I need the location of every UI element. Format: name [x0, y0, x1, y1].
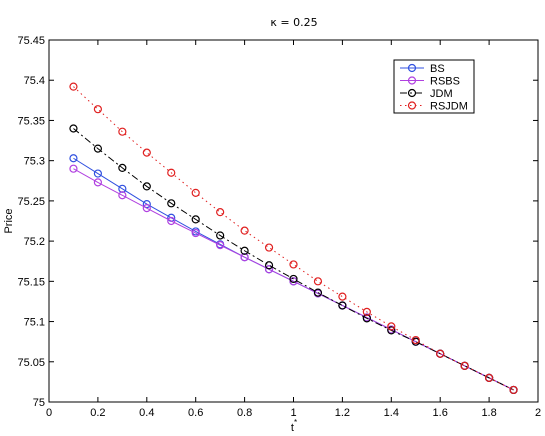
data-point-rsjdm — [216, 208, 225, 217]
data-point-rsjdm — [362, 307, 371, 317]
data-point-jdm — [93, 144, 103, 153]
data-point-rsjdm — [436, 349, 445, 358]
data-point-jdm — [240, 246, 249, 255]
y-tick-label: 75.35 — [17, 115, 45, 127]
data-point-jdm — [69, 124, 78, 133]
data-point-rsjdm — [387, 322, 396, 331]
x-tick-label: 0.6 — [188, 407, 203, 419]
data-point-rsjdm — [411, 335, 420, 345]
legend-label: BS — [430, 63, 445, 75]
data-point-rsjdm — [142, 148, 151, 157]
x-tick-label: 1.8 — [481, 407, 496, 419]
y-axis-label: Price — [3, 208, 15, 233]
legend-box — [393, 59, 475, 114]
data-point-rsbs — [142, 204, 151, 213]
x-tick-label: 1.6 — [433, 407, 448, 419]
data-point-rsbs — [216, 241, 225, 250]
data-point-rsjdm — [167, 168, 176, 177]
x-tick-label: 0.2 — [90, 407, 105, 419]
legend-item-bs: BS — [400, 63, 445, 75]
data-point-bs — [93, 169, 103, 178]
x-tick-label: 1.2 — [335, 407, 350, 419]
y-tick-label: 75 — [33, 397, 45, 409]
x-tick-label: 0.8 — [237, 407, 252, 419]
data-point-jdm — [118, 163, 127, 173]
data-point-rsbs — [167, 216, 176, 226]
data-point-bs — [69, 154, 78, 163]
legend-swatch-marker — [407, 63, 417, 73]
data-point-rsjdm — [93, 105, 103, 114]
y-tick-label: 75.3 — [24, 156, 45, 168]
x-tick-label: 2 — [535, 407, 541, 419]
data-point-rsjdm — [264, 243, 274, 252]
data-point-jdm — [264, 261, 274, 270]
data-point-jdm — [289, 274, 298, 284]
y-tick-label: 75.1 — [24, 317, 45, 329]
y-tick-label: 75.05 — [17, 357, 45, 369]
y-tick-label: 75.2 — [24, 236, 45, 248]
series-rsjdm — [69, 82, 518, 395]
legend-label: JDM — [430, 88, 453, 100]
y-tick-label: 75.4 — [24, 75, 45, 87]
data-point-jdm — [387, 326, 396, 335]
data-point-jdm — [216, 231, 225, 240]
series-layer — [69, 82, 518, 395]
legend-swatch-marker — [407, 88, 417, 98]
data-point-rsbs — [264, 265, 274, 274]
data-point-rsbs — [118, 191, 127, 200]
data-point-rsbs — [191, 228, 200, 238]
data-point-rsjdm — [289, 260, 298, 269]
data-point-jdm — [338, 301, 347, 310]
chart-title: κ = 0.25 — [270, 16, 317, 29]
data-point-rsjdm — [118, 127, 127, 136]
x-axis-label: t* — [291, 418, 297, 434]
legend-item-jdm: JDM — [400, 88, 453, 100]
legend-swatch-marker — [407, 76, 417, 85]
data-point-rsjdm — [69, 82, 78, 91]
x-tick-label: 1 — [290, 407, 296, 419]
legend-item-rsjdm: RSJDM — [400, 101, 468, 113]
legend-swatch-marker — [407, 101, 417, 110]
data-point-rsjdm — [485, 373, 494, 382]
legend-label: RSBS — [430, 76, 460, 88]
data-point-rsbs — [69, 164, 78, 173]
data-point-rsjdm — [313, 277, 323, 286]
x-tick-label: 0.4 — [139, 407, 154, 419]
data-point-rsjdm — [338, 292, 347, 301]
x-tick-label: 0 — [46, 407, 52, 419]
data-point-jdm — [142, 182, 151, 191]
series-line-rsjdm — [73, 86, 514, 391]
y-tick-label: 75.25 — [17, 196, 45, 208]
data-point-rsjdm — [240, 226, 249, 235]
data-point-rsjdm — [191, 188, 200, 197]
data-point-rsbs — [93, 178, 103, 187]
legend-item-rsbs: RSBS — [400, 76, 460, 88]
data-point-rsjdm — [460, 361, 469, 370]
legend-label: RSJDM — [430, 101, 468, 113]
data-point-jdm — [167, 199, 176, 208]
data-point-jdm — [313, 288, 323, 297]
data-point-rsjdm — [509, 385, 518, 395]
y-tick-label: 75.45 — [17, 35, 45, 47]
axes-layer: 0 0.2 0.4 0.6 0.8 1 1.2 1.4 1.6 1.8 2 75 75.05 75.1 75… — [17, 35, 541, 419]
data-point-jdm — [191, 215, 200, 224]
x-tick-label: 1.4 — [384, 407, 399, 419]
y-tick-label: 75.15 — [17, 276, 45, 288]
